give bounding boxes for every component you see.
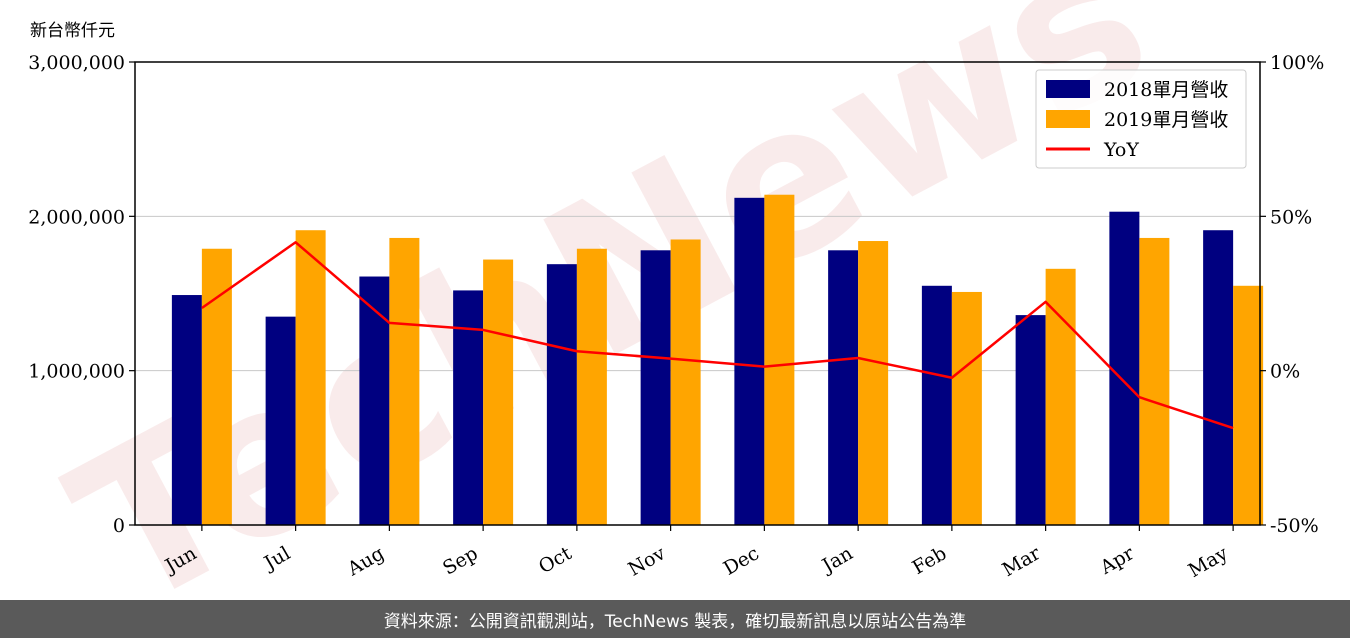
- y-axis-unit-label: 新台幣仟元: [30, 21, 115, 41]
- bar-2018-jun: [171, 295, 202, 525]
- y-right-tick-label: -50%: [1270, 515, 1319, 537]
- bar-2018-nov: [640, 250, 671, 525]
- plot-frame: [134, 61, 1261, 526]
- bar-2019-mar: [1045, 268, 1076, 525]
- bar-2019-jan: [858, 241, 889, 525]
- y-left-tick-label: 0: [113, 515, 125, 537]
- x-tick-label: Apr: [1096, 542, 1139, 579]
- y-right-tick-label: 100%: [1270, 52, 1324, 74]
- yoy-line: [201, 241, 1234, 430]
- bar-2019-oct: [576, 248, 607, 525]
- legend-2018-label: 2018單月營收: [1104, 79, 1228, 101]
- x-tick-label: Sep: [439, 542, 482, 579]
- y-right-tick-label: 50%: [1270, 206, 1312, 228]
- legend-2018-swatch: [1046, 80, 1090, 98]
- legend: 2018單月營收 2019單月營收 YoY: [1035, 69, 1247, 169]
- x-tick-label: Nov: [625, 542, 670, 581]
- bar-2019-nov: [670, 239, 701, 525]
- x-tick-label: Jan: [817, 542, 857, 578]
- legend-2019-swatch: [1046, 110, 1090, 128]
- bar-2018-feb: [921, 285, 952, 525]
- y-left-tick-label: 3,000,000: [28, 52, 125, 74]
- bar-2018-oct: [546, 264, 577, 525]
- bar-2018-sep: [453, 290, 484, 525]
- bar-2018-mar: [1015, 315, 1046, 525]
- bar-2018-jul: [265, 316, 296, 525]
- bar-2018-aug: [359, 276, 390, 525]
- bar-2019-jun: [201, 248, 232, 525]
- x-tick-label: Oct: [535, 542, 576, 578]
- bar-2019-may: [1233, 285, 1264, 525]
- bar-2018-may: [1203, 230, 1234, 525]
- bar-2019-apr: [1139, 237, 1170, 525]
- x-tick-label: Mar: [999, 542, 1045, 581]
- bar-2019-jul: [295, 230, 326, 525]
- bar-2018-jan: [828, 250, 859, 525]
- revenue-chart: TechNews 01,000,0002,000,0003,000,000-50…: [28, 0, 1324, 600]
- legend-yoy-label: YoY: [1103, 139, 1139, 161]
- bar-2018-dec: [734, 197, 765, 525]
- bar-2019-aug: [389, 237, 420, 525]
- bar-2019-feb: [951, 291, 982, 525]
- y-left-tick-label: 2,000,000: [28, 206, 125, 228]
- y-left-tick-label: 1,000,000: [28, 361, 125, 383]
- bar-2019-dec: [764, 194, 795, 525]
- yoy-line-layer: [201, 241, 1234, 430]
- x-tick-label: May: [1185, 542, 1232, 582]
- x-tick-label: Dec: [720, 542, 763, 580]
- x-tick-label: Feb: [909, 542, 951, 579]
- bar-2018-apr: [1109, 211, 1140, 525]
- y-right-tick-label: 0%: [1270, 361, 1300, 383]
- bar-2019-sep: [483, 259, 514, 525]
- legend-2019-label: 2019單月營收: [1104, 109, 1228, 131]
- bars: [171, 194, 1264, 525]
- source-footer: 資料來源：公開資訊觀測站，TechNews 製表，確切最新訊息以原站公告為準: [0, 600, 1350, 638]
